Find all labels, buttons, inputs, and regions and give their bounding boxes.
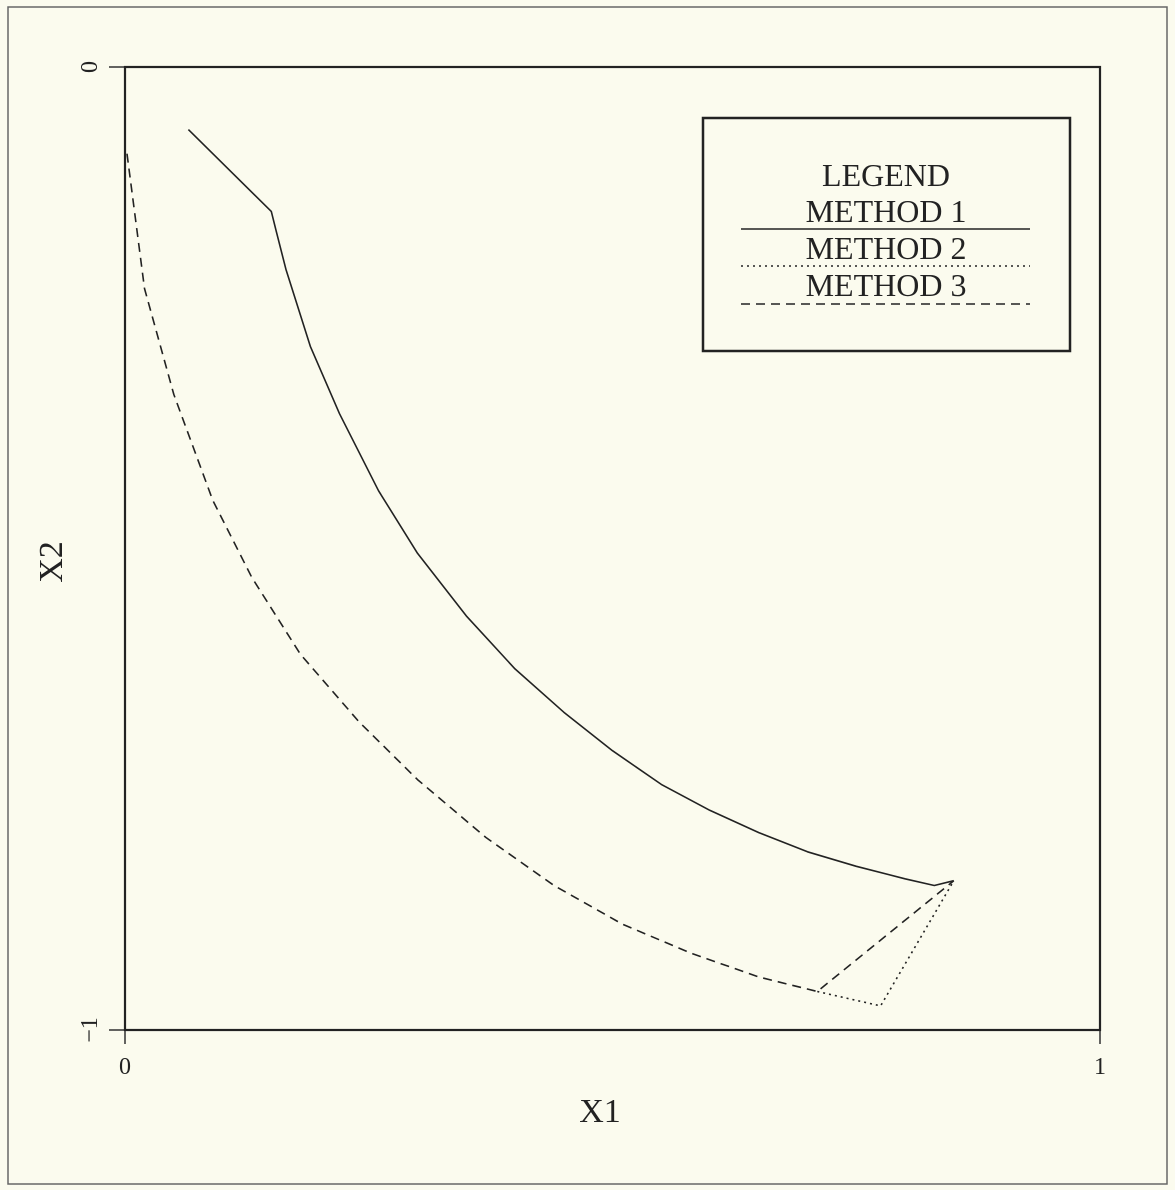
- series-line-method-2: [817, 880, 955, 1007]
- plot-frame: [123, 65, 1102, 1032]
- legend-title: LEGEND: [822, 157, 950, 193]
- y-tick-label: −1: [77, 1017, 103, 1043]
- legend-entry-method-1: METHOD 1: [806, 193, 967, 229]
- y-tick-label: 0: [77, 61, 103, 73]
- x-tick-label: 0: [119, 1054, 131, 1080]
- x-axis-label: X1: [579, 1093, 621, 1130]
- series-layer: [126, 129, 955, 1007]
- legend-box: [701, 116, 1072, 353]
- page-border: [7, 6, 1168, 1185]
- legend-entry-method-2: METHOD 2: [806, 230, 967, 266]
- tick-layer: 0 1 0 −1: [77, 61, 1106, 1080]
- legend-entry-method-3: METHOD 3: [806, 267, 967, 303]
- legend: LEGEND METHOD 1 METHOD 2 METHOD 3: [701, 116, 1072, 353]
- series-line-method-1: [187, 129, 954, 887]
- y-axis-label: X2: [33, 541, 70, 583]
- series-line-method-3: [126, 153, 955, 993]
- x-tick-label: 1: [1094, 1054, 1106, 1080]
